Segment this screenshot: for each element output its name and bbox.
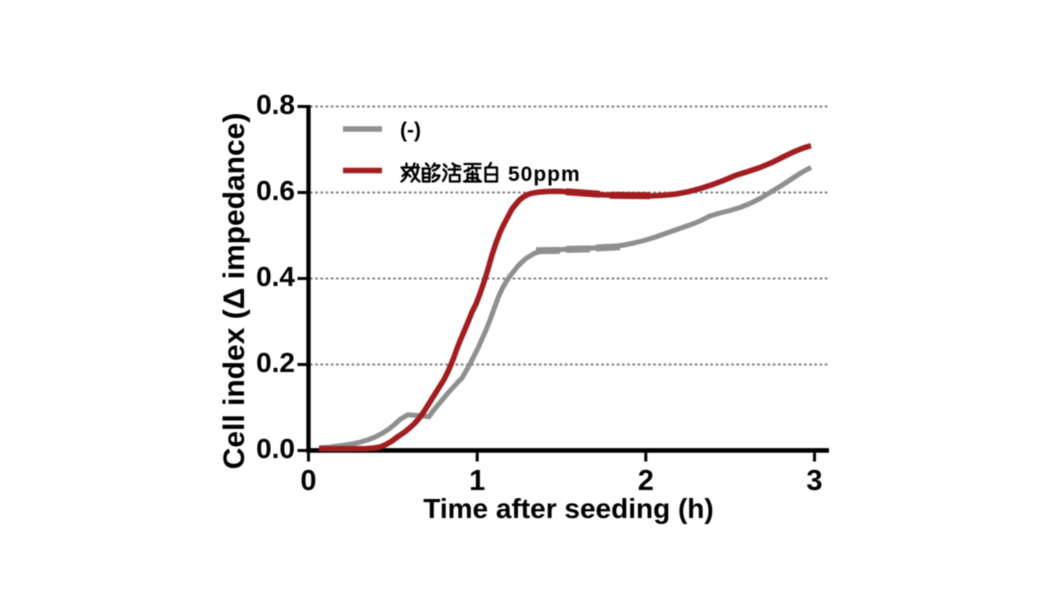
svg-text:0.8: 0.8	[256, 89, 295, 120]
svg-text:0: 0	[300, 465, 316, 497]
svg-text:0.0: 0.0	[256, 433, 295, 464]
svg-text:(-): (-)	[400, 119, 421, 142]
svg-text:0.4: 0.4	[256, 261, 295, 292]
svg-text:2: 2	[638, 465, 654, 497]
svg-text:0.2: 0.2	[256, 347, 295, 378]
svg-text:Cell index (Δ impedance): Cell index (Δ impedance)	[218, 113, 251, 470]
svg-text:Time after seeding (h): Time after seeding (h)	[423, 493, 713, 524]
svg-text:1: 1	[469, 465, 485, 497]
svg-text:50ppm: 50ppm	[508, 163, 581, 186]
svg-text:3: 3	[806, 465, 822, 497]
svg-text:0.6: 0.6	[256, 175, 295, 206]
